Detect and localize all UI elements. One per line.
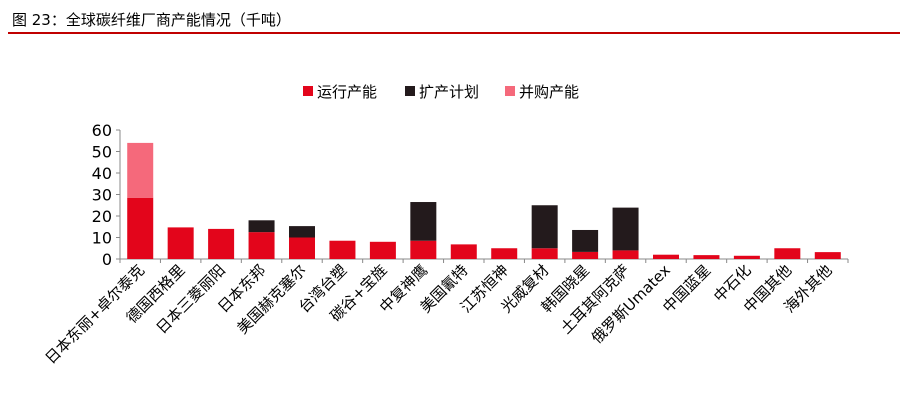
- figure-header: 图 23：全球碳纤维厂商产能情况（千吨）: [8, 6, 900, 34]
- bar-expansion: [572, 229, 599, 252]
- bar-operating: [127, 197, 154, 259]
- bar-operating: [208, 228, 235, 259]
- legend-swatch: [405, 86, 415, 96]
- bar-operating: [369, 241, 396, 259]
- bar-operating: [248, 232, 275, 259]
- y-tick-label: 60: [92, 121, 112, 140]
- legend-label: 运行产能: [317, 83, 377, 101]
- bar-operating: [531, 248, 558, 259]
- bar-operating: [693, 255, 720, 259]
- bar-operating: [653, 254, 679, 259]
- y-tick-label: 0: [102, 250, 112, 269]
- bar-operating: [572, 251, 599, 259]
- bar-operating: [410, 240, 437, 259]
- bar-expansion: [248, 220, 275, 233]
- bar-operating: [329, 240, 356, 259]
- figure-title: 图 23：全球碳纤维厂商产能情况（千吨）: [12, 11, 291, 29]
- bar-operating: [774, 248, 801, 259]
- bar-operating: [814, 252, 841, 259]
- bar-acquired: [127, 142, 154, 198]
- bar-expansion: [410, 202, 437, 241]
- bar-expansion: [531, 205, 558, 249]
- legend-label: 并购产能: [519, 83, 579, 101]
- bar-operating: [289, 237, 315, 259]
- bar-operating: [733, 255, 760, 259]
- y-tick-label: 30: [92, 186, 112, 205]
- y-tick-label: 10: [92, 229, 112, 248]
- bar-expansion: [612, 207, 639, 251]
- y-tick-label: 20: [92, 207, 112, 226]
- legend-swatch: [303, 86, 313, 96]
- bar-operating: [167, 227, 194, 259]
- legend-label: 扩产计划: [419, 83, 479, 101]
- y-tick-label: 40: [92, 164, 112, 183]
- bar-operating: [612, 250, 639, 259]
- y-tick-label: 50: [92, 143, 112, 162]
- bar-expansion: [289, 226, 315, 238]
- bar-operating: [450, 244, 477, 259]
- bar-operating: [491, 248, 518, 259]
- legend-swatch: [505, 86, 515, 96]
